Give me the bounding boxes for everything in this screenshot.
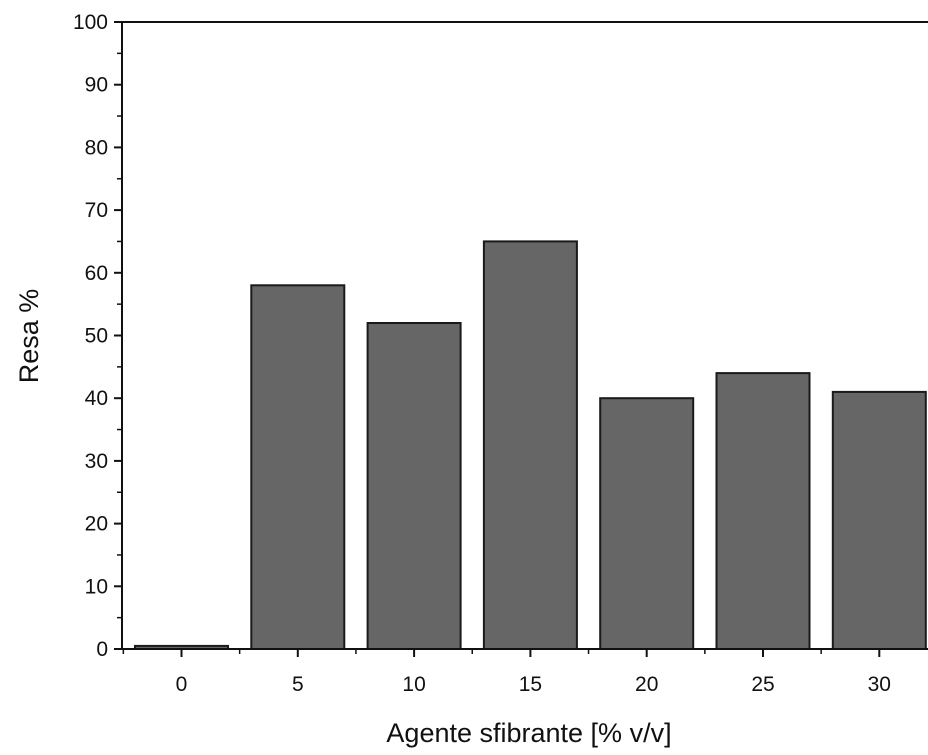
bar-5 [250,284,346,650]
bars [134,240,927,651]
y-tick-label: 0 [96,638,108,661]
bar-10 [366,322,462,650]
x-axis-ticks: 0 5 10 15 20 25 30 [122,649,891,696]
x-axis-title: Agente sfibrante [% v/v] [386,718,671,748]
x-tick-label: 15 [519,673,542,696]
x-tick-label: 0 [176,673,188,696]
y-axis-ticks: 0 10 20 30 40 50 60 70 80 90 100 [73,11,122,661]
bar-20 [599,397,695,651]
y-tick-label: 10 [85,575,108,598]
bar-15 [482,240,578,650]
y-tick-label: 90 [85,74,108,97]
x-tick-label: 20 [635,673,658,696]
y-tick-label: 100 [73,11,108,34]
y-tick-label: 40 [85,387,108,410]
y-axis-title: Resa % [14,289,44,384]
bar-30 [831,390,927,650]
y-tick-label: 60 [85,262,108,285]
y-tick-label: 70 [85,199,108,222]
x-tick-label: 25 [751,673,774,696]
y-tick-label: 20 [85,513,108,536]
y-tick-label: 80 [85,136,108,159]
y-tick-label: 50 [85,325,108,348]
x-tick-label: 10 [402,673,425,696]
x-tick-label: 30 [868,673,891,696]
bar-25 [715,372,811,650]
x-tick-label: 5 [292,673,304,696]
y-tick-label: 30 [85,450,108,473]
